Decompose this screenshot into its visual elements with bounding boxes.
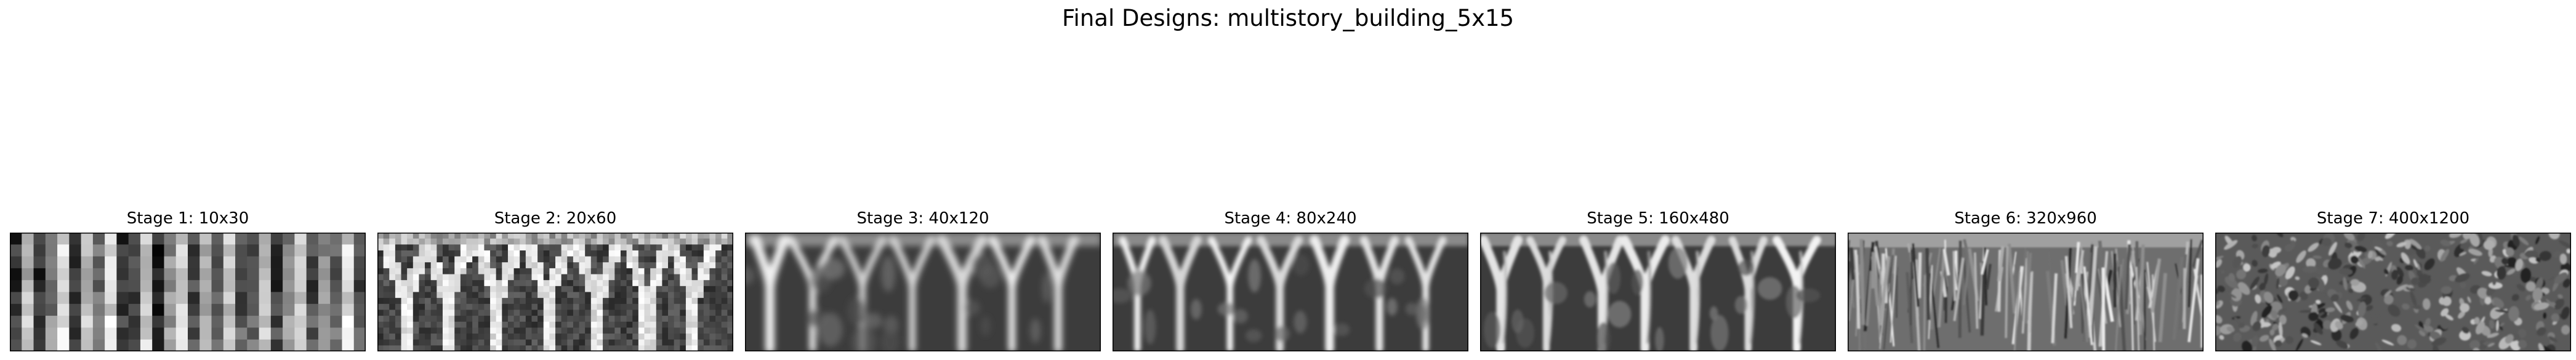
stage-panel-title: Stage 5: 160x480 bbox=[1587, 209, 1729, 228]
stage-7-design-image bbox=[2215, 233, 2571, 351]
stage-panel-1: Stage 1: 10x30 bbox=[10, 209, 366, 351]
stage-panel-title: Stage 1: 10x30 bbox=[126, 209, 249, 228]
stage-panel-title: Stage 7: 400x1200 bbox=[2316, 209, 2470, 228]
figure-title: Final Designs: multistory_building_5x15 bbox=[1061, 5, 1515, 31]
stage-3-design-image bbox=[745, 233, 1101, 351]
stage-panel-4: Stage 4: 80x240 bbox=[1113, 209, 1468, 351]
stage-panel-title: Stage 2: 20x60 bbox=[494, 209, 617, 228]
stage-panel-title: Stage 4: 80x240 bbox=[1224, 209, 1357, 228]
stage-4-design-image bbox=[1113, 233, 1468, 351]
stage-5-design-image bbox=[1480, 233, 1836, 351]
stage-6-design-image bbox=[1848, 233, 2204, 351]
stage-1-design-image bbox=[10, 233, 366, 351]
stage-2-design-image bbox=[377, 233, 733, 351]
stage-panel-5: Stage 5: 160x480 bbox=[1480, 209, 1836, 351]
stage-panel-2: Stage 2: 20x60 bbox=[377, 209, 733, 351]
stage-panel-7: Stage 7: 400x1200 bbox=[2215, 209, 2571, 351]
stage-panel-title: Stage 3: 40x120 bbox=[856, 209, 989, 228]
stage-panel-title: Stage 6: 320x960 bbox=[1954, 209, 2097, 228]
stage-panel-6: Stage 6: 320x960 bbox=[1848, 209, 2204, 351]
stage-panel-3: Stage 3: 40x120 bbox=[745, 209, 1101, 351]
